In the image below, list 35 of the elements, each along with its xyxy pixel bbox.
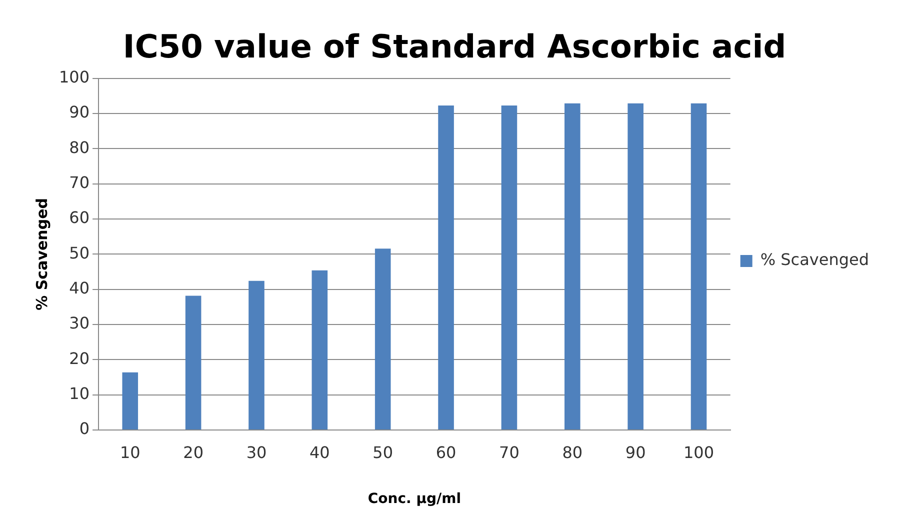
x-tick-label: 100 (683, 442, 714, 462)
y-tick-label: 0 (79, 419, 90, 438)
bar (690, 103, 707, 430)
y-tick-label: 10 (69, 384, 90, 403)
bar (438, 105, 454, 430)
bar (501, 105, 518, 430)
x-tick-label: 20 (183, 442, 204, 462)
y-tick-label: 40 (69, 278, 90, 298)
y-tick-label: 30 (69, 314, 90, 333)
bar (312, 270, 328, 430)
bar (248, 280, 264, 430)
y-tick-label: 90 (69, 102, 90, 122)
y-tick-label: 100 (58, 68, 90, 87)
x-tick-label: 50 (372, 442, 394, 462)
y-tick-label: 60 (69, 208, 90, 228)
x-tick-label: 80 (562, 442, 583, 462)
legend-label: % Scavenged (760, 250, 869, 270)
x-tick-label: 90 (625, 442, 646, 462)
bar (628, 103, 644, 430)
y-tick-label: 80 (69, 138, 90, 157)
y-tick-label: 20 (69, 348, 90, 368)
x-axis-title: Conc. µg/ml (368, 491, 462, 508)
bar (122, 372, 138, 430)
x-tick-label: 70 (499, 442, 520, 462)
bar (374, 248, 391, 430)
x-tick-label: 40 (309, 442, 330, 462)
y-tick-label: 50 (69, 243, 90, 262)
bar (564, 103, 580, 430)
chart-title: IC50 value of Standard Ascorbic acid (122, 28, 786, 66)
y-tick-label: 70 (69, 173, 90, 192)
x-tick-label: 30 (246, 442, 267, 462)
x-tick-label: 60 (436, 442, 456, 462)
x-tick-label: 10 (120, 442, 140, 462)
y-axis-title: % Scavenged (32, 198, 51, 310)
bar (185, 296, 202, 430)
